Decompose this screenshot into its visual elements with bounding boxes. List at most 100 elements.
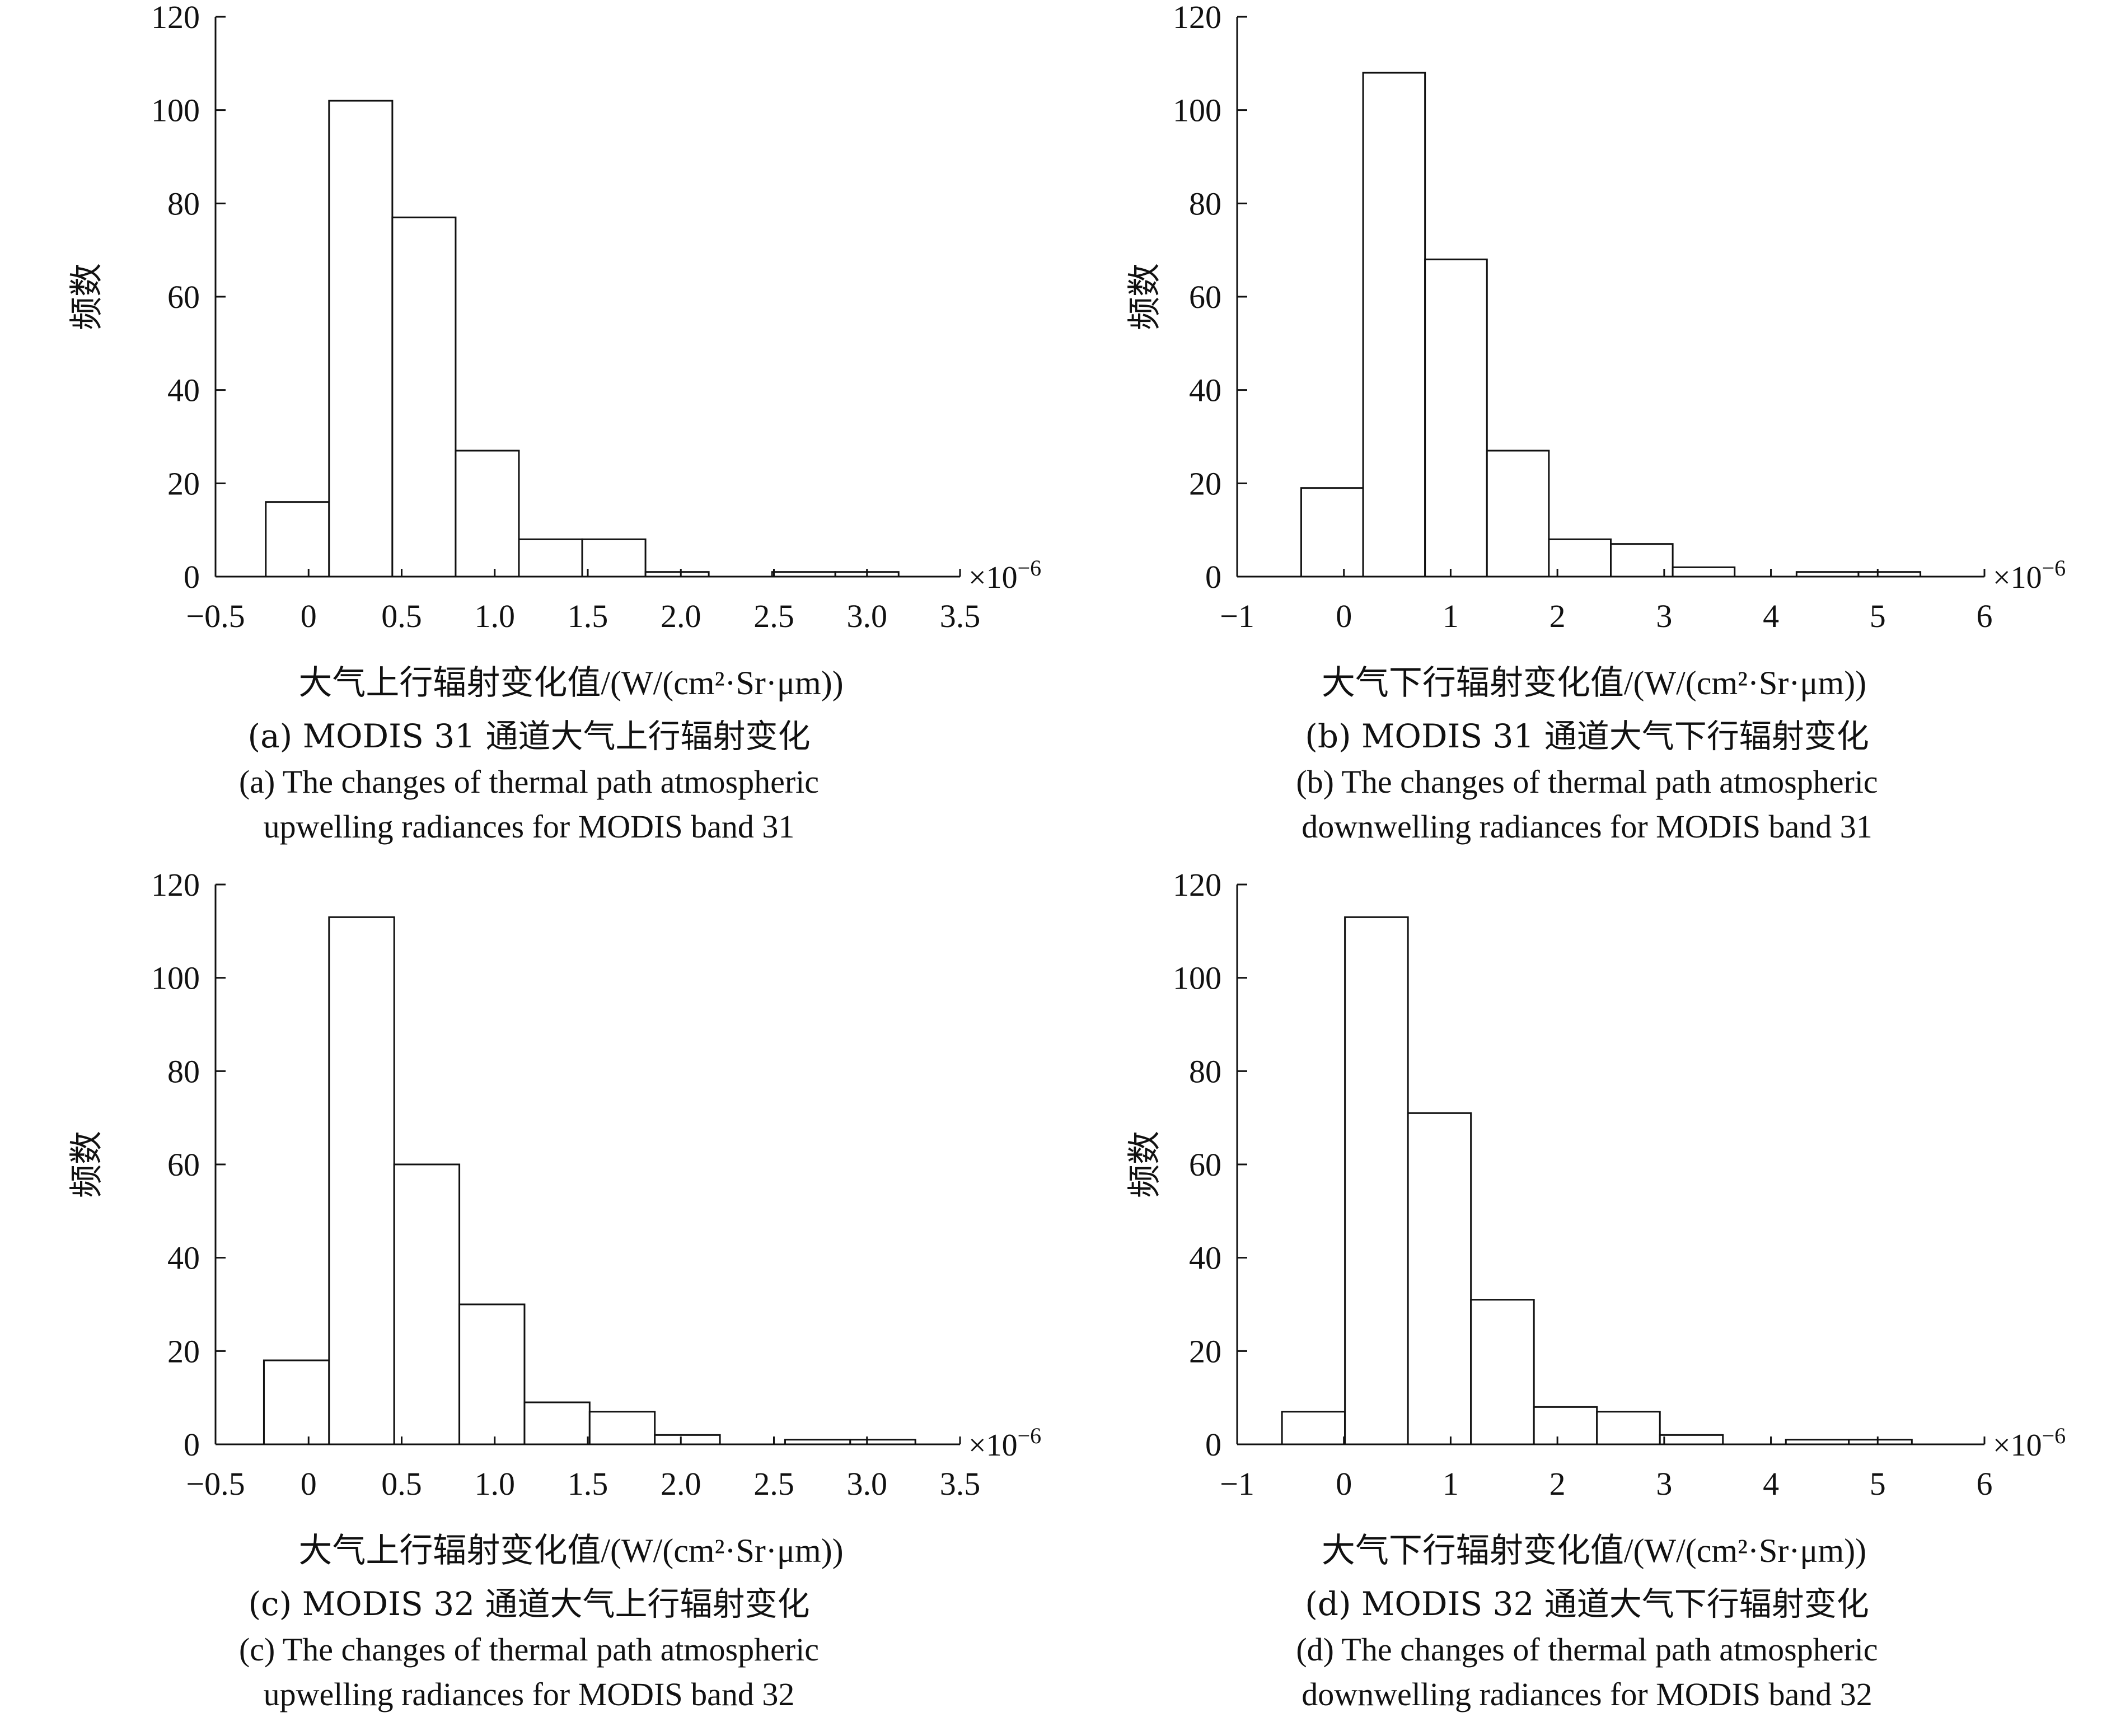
caption-en-line1-a: (a) The changes of thermal path atmosphe… [238, 764, 820, 800]
x-tick-label-a-6: 2.5 [753, 598, 794, 634]
x-tick-label-a-0: −0.5 [186, 598, 245, 634]
caption-en-line2-d: downwelling radiances for MODIS band 32 [1302, 1676, 1872, 1712]
y-tick-label-c-3: 60 [167, 1147, 200, 1183]
x-tick-label-a-4: 1.5 [568, 598, 608, 634]
y-tick-label-b-5: 100 [1173, 92, 1221, 129]
bar-d-5 [1596, 1411, 1661, 1445]
y-tick-label-a-2: 40 [167, 372, 200, 409]
x-tick-label-d-6: 5 [1870, 1466, 1886, 1502]
x-tick-label-c-1: 0 [301, 1466, 317, 1502]
caption-en-line2-b: downwelling radiances for MODIS band 31 [1302, 808, 1872, 845]
caption-en-line1-b: (b) The changes of thermal path atmosphe… [1296, 764, 1878, 800]
bar-b-1 [1362, 72, 1426, 578]
panel-b: 0 20 40 60 80 100 120 −1 0 1 2 3 4 5 6 ×10−6 频数 大气下行辐射变化值… [1058, 0, 2116, 868]
bar-b-5 [1610, 543, 1674, 578]
x-axis-label-d: 大气下行辐射变化值/(W/(cm²·Sr·μm)) [1322, 1532, 1866, 1569]
bar-c-5 [588, 1411, 656, 1445]
y-tick-label-c-0: 0 [184, 1426, 200, 1463]
y-axis-label-a: 频数 [68, 263, 105, 330]
x-tick-label-b-6: 5 [1870, 598, 1886, 634]
y-tick-label-d-5: 100 [1173, 960, 1221, 996]
y-axis-label-c: 频数 [68, 1131, 105, 1198]
y-tick-label-a-3: 60 [167, 279, 200, 315]
y-tick-label-d-1: 20 [1189, 1333, 1221, 1369]
y-tick-label-a-0: 0 [184, 559, 200, 595]
x-multiplier-d: ×10−6 [1993, 1423, 2066, 1463]
x-tick-label-d-7: 6 [1977, 1466, 1993, 1502]
x-tick-label-c-7: 3.0 [847, 1466, 888, 1502]
x-tick-label-b-4: 3 [1656, 598, 1672, 634]
x-tick-label-a-3: 1.0 [475, 598, 516, 634]
bar-a-3 [455, 450, 520, 578]
bar-c-2 [393, 1163, 461, 1445]
x-tick-label-b-0: −1 [1220, 598, 1254, 634]
y-tick-label-a-6: 120 [151, 0, 200, 35]
x-tick-label-c-0: −0.5 [186, 1466, 245, 1502]
x-tick-label-a-1: 0 [301, 598, 317, 634]
y-tick-label-c-2: 40 [167, 1240, 200, 1276]
y-axis-label-b: 频数 [1126, 263, 1163, 330]
x-multiplier-b: ×10−6 [1993, 555, 2066, 595]
bar-b-0 [1300, 487, 1364, 578]
bar-d-0 [1281, 1411, 1346, 1445]
x-tick-label-a-8: 3.5 [940, 598, 981, 634]
y-tick-label-b-2: 40 [1189, 372, 1221, 409]
y-tick-label-a-5: 100 [151, 92, 200, 129]
y-tick-label-d-0: 0 [1205, 1426, 1221, 1463]
caption-en-line1-c: (c) The changes of thermal path atmosphe… [238, 1631, 820, 1668]
bar-b-2 [1424, 258, 1488, 578]
x-tick-label-d-3: 2 [1549, 1466, 1566, 1502]
x-axis-label-b: 大气下行辐射变化值/(W/(cm²·Sr·μm)) [1322, 665, 1866, 701]
x-tick-label-c-8: 3.5 [940, 1466, 981, 1502]
bar-d-3 [1470, 1299, 1535, 1445]
x-tick-label-b-3: 2 [1549, 598, 1566, 634]
panel-d: 0 20 40 60 80 100 120 −1 0 1 2 3 4 5 6 ×10−6 频数 大气下行辐射变化值… [1058, 868, 2116, 1735]
y-tick-label-d-6: 120 [1173, 868, 1221, 903]
x-tick-label-b-1: 0 [1336, 598, 1352, 634]
caption-en-line1-d: (d) The changes of thermal path atmosphe… [1296, 1631, 1878, 1668]
x-tick-label-a-5: 2.0 [661, 598, 701, 634]
x-tick-label-c-5: 2.0 [661, 1466, 701, 1502]
y-tick-label-c-4: 80 [167, 1053, 200, 1089]
x-tick-label-d-4: 3 [1656, 1466, 1672, 1502]
bar-a-2 [391, 216, 457, 578]
x-multiplier-c: ×10−6 [968, 1423, 1041, 1463]
bar-a-5 [581, 538, 647, 578]
bar-a-1 [328, 100, 394, 578]
y-axis-label-d: 频数 [1126, 1131, 1163, 1198]
y-tick-label-b-0: 0 [1205, 559, 1221, 595]
y-tick-label-c-6: 120 [151, 868, 200, 903]
bar-d-4 [1533, 1406, 1598, 1445]
bar-d-6 [1659, 1434, 1724, 1445]
bar-c-1 [328, 916, 395, 1445]
y-tick-label-b-3: 60 [1189, 279, 1221, 315]
bar-d-2 [1407, 1112, 1472, 1445]
x-tick-label-b-2: 1 [1443, 598, 1459, 634]
caption-en-line2-c: upwelling radiances for MODIS band 32 [263, 1676, 795, 1712]
y-tick-label-d-2: 40 [1189, 1240, 1221, 1276]
x-tick-label-a-7: 3.0 [847, 598, 888, 634]
y-tick-label-b-4: 80 [1189, 185, 1221, 222]
bar-a-0 [265, 501, 330, 578]
bar-c-4 [523, 1401, 591, 1445]
bar-b-4 [1548, 538, 1612, 578]
x-tick-label-c-3: 1.0 [475, 1466, 516, 1502]
y-tick-label-c-1: 20 [167, 1333, 200, 1369]
bar-b-6 [1672, 566, 1736, 578]
caption-cn-d: (d) MODIS 32 通道大气下行辐射变化 [1305, 1585, 1869, 1623]
y-tick-label-d-3: 60 [1189, 1147, 1221, 1183]
panel-c: 0 20 40 60 80 100 120 −0.5 0 0.5 1.0 1.5 2.0 2.5 3.0 3.… [0, 868, 1058, 1735]
x-tick-label-d-0: −1 [1220, 1466, 1254, 1502]
x-axis-label-a: 大气上行辐射变化值/(W/(cm²·Sr·μm)) [298, 665, 843, 701]
x-tick-label-b-5: 4 [1763, 598, 1779, 634]
bar-c-6 [654, 1434, 721, 1445]
x-multiplier-a: ×10−6 [968, 555, 1041, 595]
x-tick-label-d-2: 1 [1443, 1466, 1459, 1502]
x-tick-label-d-5: 4 [1763, 1466, 1779, 1502]
x-tick-label-c-2: 0.5 [381, 1466, 422, 1502]
x-tick-label-d-1: 0 [1336, 1466, 1352, 1502]
